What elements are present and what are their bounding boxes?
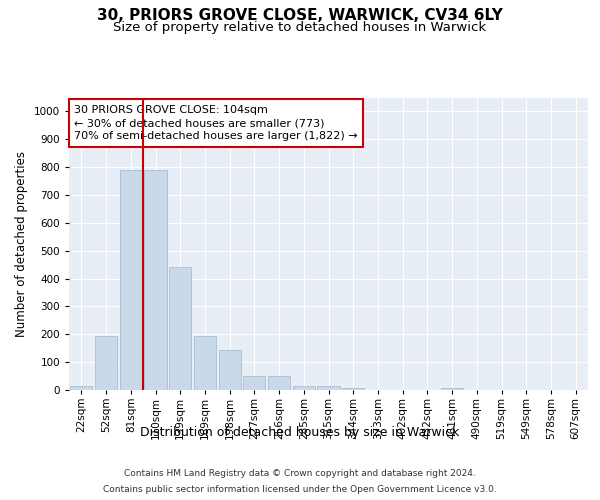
Bar [95,336,117,390]
Text: Contains public sector information licensed under the Open Government Licence v3: Contains public sector information licen… [103,484,497,494]
Bar [194,336,216,390]
Bar [218,350,241,390]
Y-axis label: Number of detached properties: Number of detached properties [15,151,28,337]
Text: 30 PRIORS GROVE CLOSE: 104sqm
← 30% of detached houses are smaller (773)
70% of : 30 PRIORS GROVE CLOSE: 104sqm ← 30% of d… [74,105,358,141]
Text: Contains HM Land Registry data © Crown copyright and database right 2024.: Contains HM Land Registry data © Crown c… [124,470,476,478]
Bar [342,388,364,390]
Bar [119,170,142,390]
Text: Size of property relative to detached houses in Warwick: Size of property relative to detached ho… [113,22,487,35]
Bar [145,170,167,390]
Bar [441,388,463,390]
Bar [293,386,315,390]
Text: Distribution of detached houses by size in Warwick: Distribution of detached houses by size … [140,426,460,439]
Bar [317,386,340,390]
Bar [268,376,290,390]
Bar [243,376,265,390]
Text: 30, PRIORS GROVE CLOSE, WARWICK, CV34 6LY: 30, PRIORS GROVE CLOSE, WARWICK, CV34 6L… [97,8,503,22]
Bar [169,268,191,390]
Bar [70,386,92,390]
